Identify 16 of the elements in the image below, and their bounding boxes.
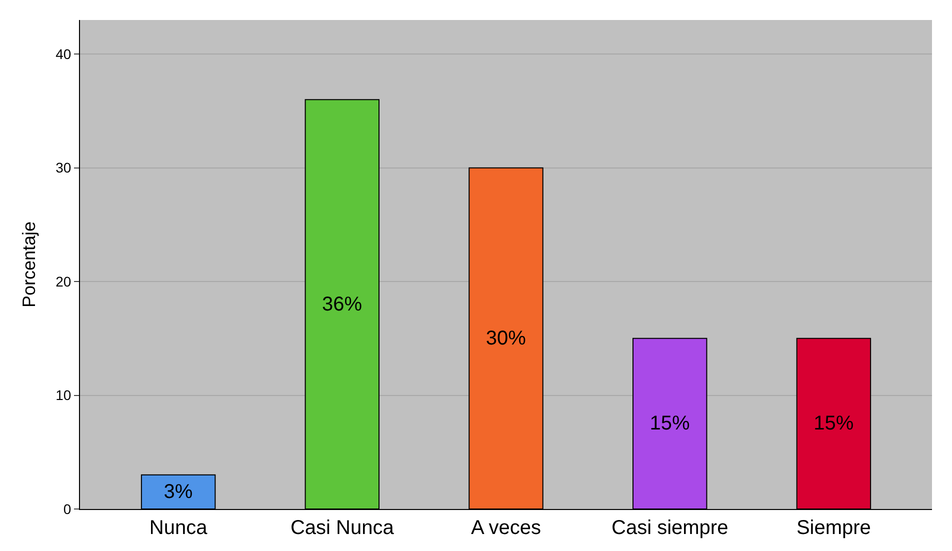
y-tick-label: 40 bbox=[56, 46, 72, 62]
x-tick-label: Nunca bbox=[149, 517, 208, 539]
x-tick-label: Siempre bbox=[796, 517, 871, 539]
y-tick-label: 10 bbox=[56, 387, 72, 404]
data-label: 3% bbox=[164, 480, 193, 503]
data-label: 15% bbox=[814, 412, 854, 435]
data-label: 15% bbox=[650, 412, 690, 435]
y-axis-title: Porcentaje bbox=[18, 221, 39, 308]
y-tick-label: 30 bbox=[56, 160, 72, 176]
y-tick-label: 0 bbox=[63, 500, 72, 517]
x-tick-label: Casi Nunca bbox=[290, 517, 395, 539]
x-tick-label: A veces bbox=[470, 517, 542, 539]
data-label: 36% bbox=[322, 293, 362, 316]
y-tick-label: 20 bbox=[56, 273, 72, 290]
data-label: 30% bbox=[486, 327, 526, 350]
x-tick-label: Casi siempre bbox=[612, 517, 728, 539]
